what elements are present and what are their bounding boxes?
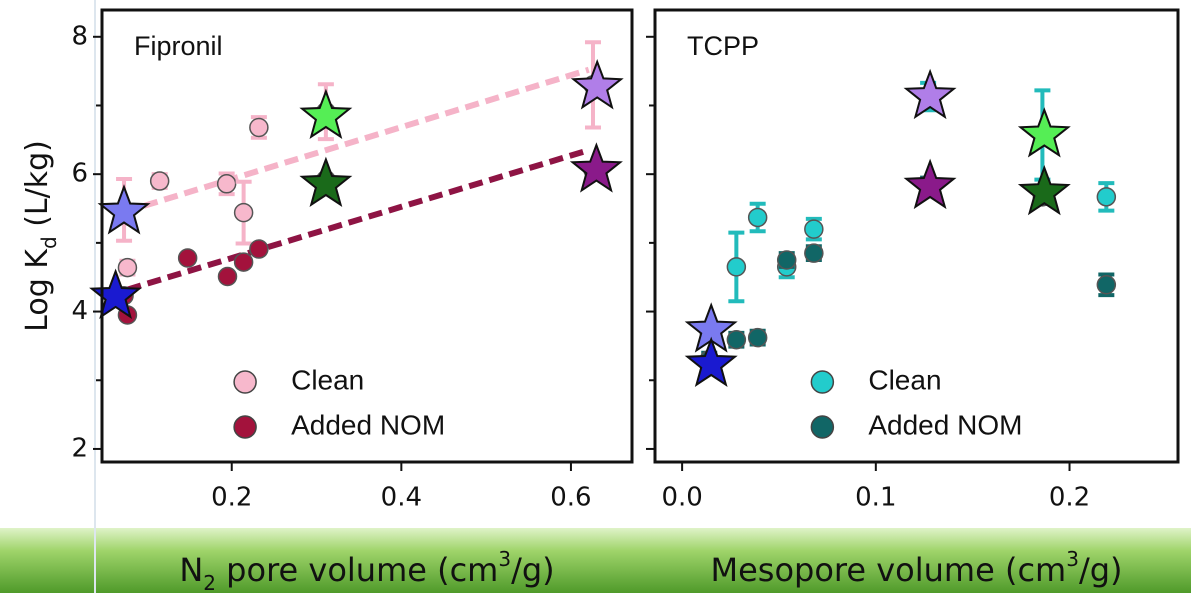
data-point <box>727 331 745 349</box>
x-tick-label: 0.2 <box>211 483 252 513</box>
data-point <box>118 259 136 277</box>
x-axis-label-part: /g) <box>511 551 555 589</box>
legend-label: Added NOM <box>868 409 1022 440</box>
data-point <box>250 240 268 258</box>
panel-title: TCPP <box>687 31 759 61</box>
data-point <box>805 244 823 262</box>
data-point <box>749 329 767 347</box>
y-axis-label-part: Log K <box>20 248 55 332</box>
data-point <box>235 253 253 271</box>
x-axis-label-part: Mesopore volume (cm <box>710 551 1066 589</box>
chart: 24680.20.40.6CleanAdded NOMFipronilN2 po… <box>0 0 1191 593</box>
y-tick-label: 8 <box>71 21 88 51</box>
x-axis-label-part: /g) <box>1079 551 1123 589</box>
legend-marker <box>234 416 256 438</box>
legend-label: Clean <box>291 364 364 395</box>
data-point <box>218 175 236 193</box>
data-point <box>1097 188 1115 206</box>
legend-marker <box>811 416 833 438</box>
x-axis-label-part: 2 <box>203 571 216 593</box>
y-axis-label: Log Kd (L/kg) <box>20 140 61 332</box>
x-axis-label-part: pore volume (cm <box>216 551 498 589</box>
data-point <box>727 258 745 276</box>
x-tick-label: 0.6 <box>550 483 591 513</box>
y-tick-label: 4 <box>71 296 88 326</box>
x-axis-label-part: 3 <box>498 547 511 571</box>
x-tick-label: 0.0 <box>661 483 702 513</box>
legend-marker <box>811 371 833 393</box>
x-tick-label: 0.4 <box>381 483 422 513</box>
x-tick-label: 0.2 <box>1049 483 1090 513</box>
data-point <box>778 251 796 269</box>
legend-label: Clean <box>868 364 941 395</box>
data-point <box>250 118 268 136</box>
legend-label: Added NOM <box>291 409 445 440</box>
page: 24680.20.40.6CleanAdded NOMFipronilN2 po… <box>0 0 1191 593</box>
x-axis-label-part: 3 <box>1066 547 1079 571</box>
x-axis-label: Mesopore volume (cm3/g) <box>710 547 1122 590</box>
legend-marker <box>234 371 256 393</box>
y-axis-label-part: d <box>37 236 61 249</box>
x-axis-label-part: N <box>179 551 203 589</box>
y-axis-label-part: (L/kg) <box>20 140 55 236</box>
y-tick-label: 2 <box>71 433 88 463</box>
data-point <box>151 172 169 190</box>
data-point <box>219 268 237 286</box>
data-point <box>1097 276 1115 294</box>
panel-title: Fipronil <box>134 31 223 61</box>
x-tick-label: 0.1 <box>855 483 896 513</box>
y-tick-label: 6 <box>71 159 88 189</box>
data-point <box>805 220 823 238</box>
data-point <box>179 249 197 267</box>
data-point <box>235 204 253 222</box>
data-point <box>749 208 767 226</box>
